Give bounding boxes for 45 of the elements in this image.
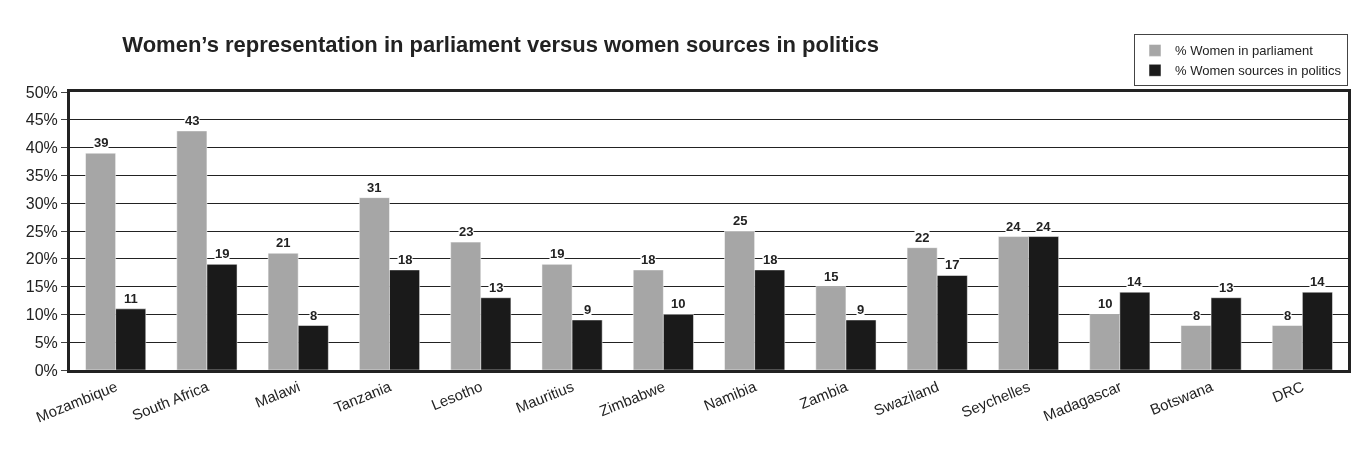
y-tick-label: 50% <box>25 83 58 101</box>
y-tick-label: 25% <box>25 222 58 240</box>
data-label: 31 <box>367 180 382 195</box>
chart-title: Women’s representation in parliament versus women sources in politics <box>122 31 880 57</box>
data-label: 19 <box>215 246 230 261</box>
y-tick-label: 15% <box>25 278 58 296</box>
y-tick-label: 40% <box>25 139 58 157</box>
y-tick-label: 5% <box>34 333 58 351</box>
data-label: 8 <box>310 308 318 323</box>
x-tick-label: Zambia <box>797 377 851 412</box>
data-label: 13 <box>1219 280 1234 295</box>
data-label: 8 <box>1284 308 1292 323</box>
data-label: 24 <box>1006 219 1022 234</box>
data-label: 39 <box>94 135 109 150</box>
y-tick-label: 30% <box>25 194 58 212</box>
y-tick-label: 20% <box>25 250 58 268</box>
data-label: 10 <box>1098 296 1113 311</box>
data-label: 10 <box>671 296 686 311</box>
data-label: 13 <box>489 280 504 295</box>
data-label: 9 <box>857 302 865 317</box>
x-tick-label: DRC <box>1269 377 1307 406</box>
data-label: 11 <box>124 291 138 306</box>
data-label: 18 <box>763 252 778 267</box>
legend-label: % Women sources in politics <box>1175 63 1342 79</box>
data-label: 17 <box>945 257 960 272</box>
data-label: 9 <box>584 302 592 317</box>
data-label: 22 <box>915 230 930 245</box>
data-label: 15 <box>824 269 839 284</box>
data-label: 18 <box>398 252 413 267</box>
data-label: 18 <box>641 252 656 267</box>
y-tick-label: 35% <box>25 167 58 184</box>
x-tick-label: South Africa <box>129 377 212 424</box>
data-label: 21 <box>276 235 291 250</box>
data-label: 23 <box>459 224 474 239</box>
y-tick-label: 10% <box>25 306 58 323</box>
legend-label: % Women in parliament <box>1175 43 1314 59</box>
data-label: 8 <box>1193 308 1201 323</box>
y-tick-label: 45% <box>25 111 58 129</box>
data-label: 19 <box>550 246 565 261</box>
data-label: 25 <box>733 213 748 228</box>
y-tick-label: 0% <box>34 361 58 379</box>
data-label: 43 <box>185 113 200 128</box>
data-label: 14 <box>1310 274 1326 289</box>
data-label: 24 <box>1036 219 1052 234</box>
data-label: 14 <box>1127 274 1143 289</box>
